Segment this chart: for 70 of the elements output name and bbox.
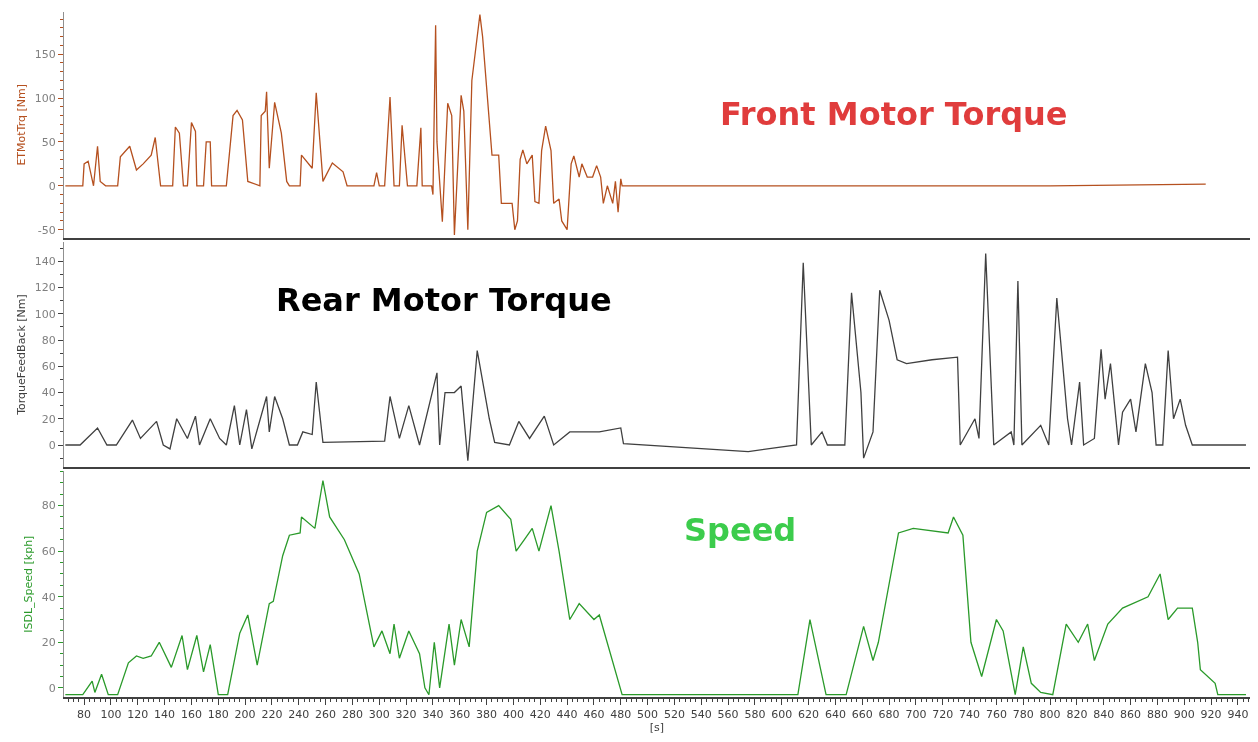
y-tick-label: 0 [48,438,56,452]
x-tick-label: 520 [663,708,685,722]
annotation: Rear Motor Torque [276,281,612,319]
y-axis-title: ETMotTrq [Nm] [15,83,29,166]
x-tick-label: 540 [690,708,712,722]
x-tick-label: 620 [798,708,820,722]
x-tick-label: 780 [1012,708,1034,722]
x-tick-label: 480 [610,708,632,722]
x-tick-label: 840 [1093,708,1115,722]
annotation: Speed [684,511,797,549]
y-tick-label: 50 [41,135,56,149]
x-tick-label: 420 [529,708,551,722]
y-tick-label: 20 [41,412,56,426]
x-tick-label: 280 [341,708,363,722]
y-tick-label: 0 [48,681,56,695]
y-tick-label: 0 [48,179,56,193]
x-tick-label: 500 [637,708,659,722]
x-tick-label: 560 [717,708,739,722]
x-tick-label: 940 [1227,708,1249,722]
x-tick-label: 220 [261,708,283,722]
x-tick-label: 460 [583,708,605,722]
x-tick-label: 240 [288,708,310,722]
y-tick-label: 20 [41,636,56,650]
x-tick-label: 900 [1173,708,1195,722]
x-tick-label: 660 [851,708,873,722]
y-tick-label: 100 [34,91,56,105]
x-tick-label: 160 [180,708,202,722]
x-tick-label: 880 [1146,708,1168,722]
x-tick-label: 320 [395,708,417,722]
x-tick-label: 640 [824,708,846,722]
x-tick-label: 580 [744,708,766,722]
y-tick-label: -50 [37,223,56,237]
x-tick-label: 340 [422,708,444,722]
x-tick-label: 360 [449,708,471,722]
y-tick-label: 80 [41,499,56,513]
x-tick-label: 920 [1200,708,1222,722]
x-tick-label: 400 [502,708,524,722]
y-axis-title: TorqueFeedBack [Nm] [15,294,29,416]
x-tick-label: 800 [1039,708,1061,722]
x-axis-title: [s] [649,721,665,735]
x-tick-label: 80 [77,708,92,722]
y-tick-label: 120 [34,281,56,295]
x-tick-label: 700 [905,708,927,722]
y-tick-label: 100 [34,307,56,321]
x-tick-label: 300 [368,708,390,722]
line-series [64,479,1247,696]
x-tick-label: 260 [315,708,337,722]
y-tick-label: 80 [41,333,56,347]
y-axis-title: ISDL_Speed [kph] [22,535,36,633]
x-tick-label: 820 [1066,708,1088,722]
y-tick-label: 60 [41,545,56,559]
x-tick-label: 760 [985,708,1007,722]
y-tick-label: 150 [34,47,56,61]
x-tick-label: 440 [556,708,578,722]
y-tick-label: 40 [41,386,56,400]
x-tick-label: 200 [234,708,256,722]
y-tick-label: 60 [41,360,56,374]
y-tick-label: 140 [34,255,56,269]
x-tick-label: 120 [127,708,149,722]
annotation: Front Motor Torque [720,95,1068,133]
y-tick-label: 40 [41,590,56,604]
x-tick-label: 140 [154,708,176,722]
x-tick-label: 180 [207,708,229,722]
x-tick-label: 740 [959,708,981,722]
x-tick-label: 380 [476,708,498,722]
x-tick-label: 100 [100,708,122,722]
x-tick-label: 600 [771,708,793,722]
x-tick-label: 680 [878,708,900,722]
x-tick-label: 860 [1120,708,1142,722]
x-tick-label: 720 [932,708,954,722]
